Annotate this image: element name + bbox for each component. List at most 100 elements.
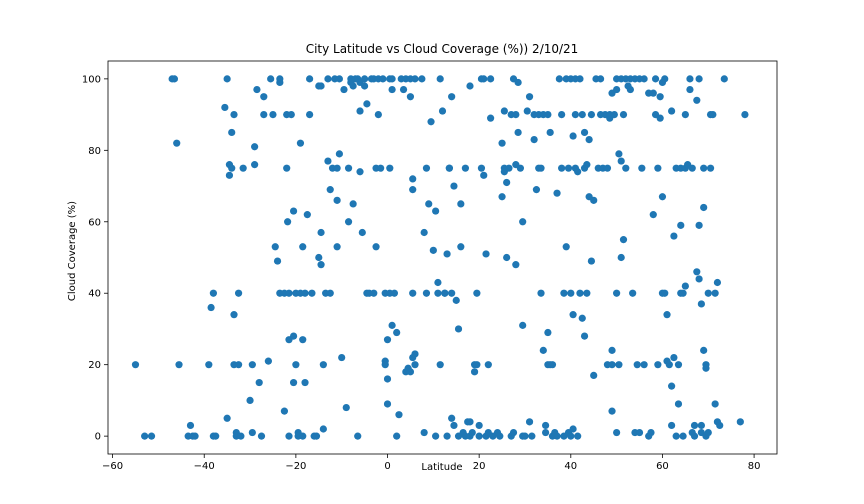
chart-title: City Latitude vs Cloud Coverage (%)) 2/1…: [306, 42, 579, 56]
data-point: [503, 178, 511, 187]
data-point: [578, 314, 586, 322]
data-point: [372, 243, 380, 251]
data-point: [668, 421, 676, 430]
data-point: [436, 361, 444, 369]
data-point: [473, 289, 481, 297]
data-point: [613, 289, 621, 297]
data-point: [503, 253, 511, 262]
y-tick-label: 80: [88, 146, 101, 157]
data-point: [567, 289, 575, 297]
x-tick-label: 40: [564, 461, 577, 472]
y-tick-label: 0: [95, 432, 101, 443]
data-point: [516, 164, 525, 172]
data-point: [514, 128, 522, 137]
data-point: [289, 378, 298, 387]
data-point: [638, 164, 646, 172]
data-point: [228, 128, 236, 137]
data-point: [209, 289, 217, 297]
data-point: [173, 139, 181, 147]
data-point: [422, 289, 431, 297]
data-point: [617, 253, 625, 262]
data-point: [457, 243, 465, 251]
data-point: [406, 368, 415, 376]
data-point: [613, 85, 621, 94]
data-point: [679, 432, 687, 440]
data-point: [574, 168, 582, 176]
x-axis-label: Latitude: [421, 462, 462, 473]
data-point: [498, 193, 506, 201]
data-point: [289, 207, 298, 215]
data-point: [342, 403, 350, 412]
data-point: [590, 196, 598, 204]
data-point: [448, 414, 456, 422]
data-point: [521, 432, 529, 440]
data-point: [427, 118, 435, 126]
data-point: [131, 361, 140, 369]
data-point: [324, 75, 332, 83]
data-point: [411, 75, 419, 83]
x-tick-label: 60: [656, 461, 669, 472]
data-point: [580, 332, 589, 340]
data-point: [409, 175, 417, 183]
data-point: [679, 289, 687, 297]
data-point: [670, 353, 678, 362]
data-point: [569, 311, 577, 319]
data-point: [344, 218, 353, 226]
data-point: [388, 75, 396, 83]
x-tick-label: −60: [102, 461, 123, 472]
data-point: [578, 110, 586, 119]
data-point: [700, 346, 708, 354]
data-point: [587, 257, 596, 265]
data-point: [654, 164, 662, 172]
data-point: [457, 200, 465, 208]
data-point: [546, 128, 554, 137]
data-point: [344, 164, 353, 172]
data-point: [519, 321, 527, 329]
data-point: [665, 361, 673, 369]
data-point: [553, 432, 561, 440]
data-point: [299, 336, 307, 344]
data-point: [273, 257, 282, 265]
data-point: [697, 421, 705, 430]
data-point: [461, 164, 470, 172]
data-point: [704, 289, 712, 297]
data-point: [370, 289, 378, 297]
data-point: [383, 375, 392, 383]
data-point: [512, 110, 520, 119]
y-ticks: 0 20 40 60 80 100: [82, 74, 108, 443]
data-point: [434, 278, 442, 287]
data-point: [583, 161, 591, 169]
data-point: [356, 168, 364, 176]
data-point: [147, 432, 156, 440]
data-point: [649, 89, 657, 97]
data-point: [512, 261, 520, 269]
data-point: [658, 193, 667, 201]
data-point: [251, 143, 259, 151]
data-point: [317, 228, 325, 237]
data-point: [411, 361, 419, 369]
data-point: [381, 361, 389, 369]
data-point: [438, 107, 447, 115]
data-point: [608, 361, 616, 369]
data-point: [409, 289, 417, 297]
data-point: [500, 107, 508, 115]
data-point: [537, 289, 545, 297]
data-point: [681, 110, 689, 119]
data-point: [191, 432, 199, 440]
data-point: [480, 75, 488, 83]
data-point: [468, 428, 476, 437]
data-point: [390, 289, 398, 297]
data-point: [299, 432, 307, 440]
data-point: [319, 425, 327, 433]
y-axis-label: Cloud Coverage (%): [67, 201, 78, 301]
data-point: [482, 250, 490, 258]
data-point: [564, 164, 573, 172]
data-point: [212, 432, 220, 440]
data-point: [315, 253, 323, 262]
data-point: [383, 400, 392, 408]
data-point: [306, 110, 314, 119]
data-point: [706, 164, 715, 172]
data-point: [571, 110, 579, 119]
data-point: [537, 164, 545, 172]
data-point: [257, 432, 266, 440]
